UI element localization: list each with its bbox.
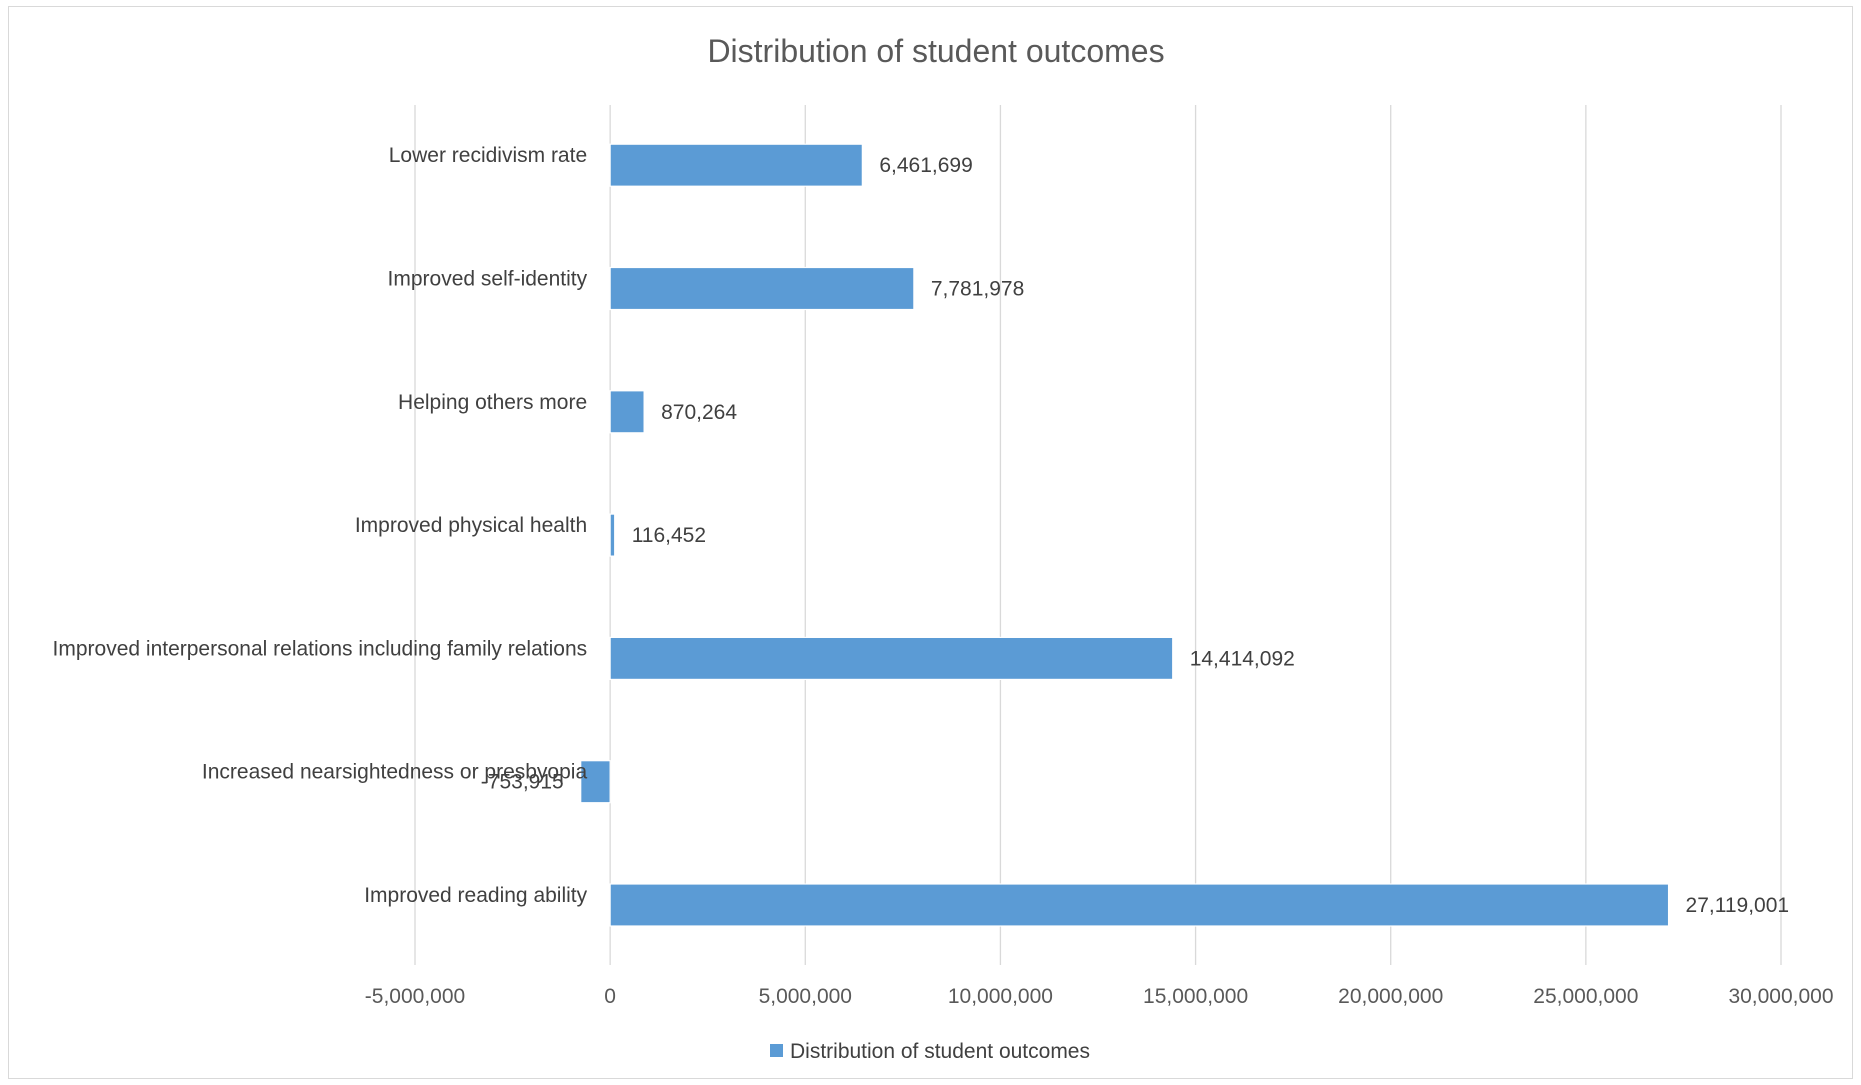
x-tick-label: 20,000,000 bbox=[1338, 985, 1443, 1008]
x-tick-label: 25,000,000 bbox=[1533, 985, 1638, 1008]
bar bbox=[609, 266, 915, 311]
category-label: Improved reading ability bbox=[364, 884, 587, 907]
x-tick-label: 5,000,000 bbox=[759, 985, 852, 1008]
gridlines bbox=[414, 105, 1782, 965]
x-tick-label: 30,000,000 bbox=[1728, 985, 1833, 1008]
category-label: Improved interpersonal relations includi… bbox=[53, 637, 588, 660]
bar bbox=[609, 883, 1670, 927]
bar bbox=[609, 390, 645, 434]
bar bbox=[609, 636, 1174, 681]
category-label: Improved self-identity bbox=[388, 268, 588, 291]
category-label: Improved physical health bbox=[355, 514, 587, 537]
x-tick-label: 0 bbox=[604, 985, 616, 1008]
category-label: Increased nearsightedness or presbyopia bbox=[202, 761, 588, 784]
category-label: Lower recidivism rate bbox=[389, 144, 587, 167]
data-label: -753,915 bbox=[481, 771, 564, 794]
bar bbox=[580, 760, 611, 804]
data-label: 7,781,978 bbox=[931, 278, 1024, 301]
legend: Distribution of student outcomes bbox=[770, 1040, 1090, 1063]
bars bbox=[580, 143, 1670, 927]
x-tick-label: -5,000,000 bbox=[365, 985, 465, 1008]
data-label: 116,452 bbox=[632, 524, 706, 547]
data-label: 870,264 bbox=[661, 401, 737, 424]
x-axis-tick-labels: -5,000,000 0 5,000,000 10,000,000 15,000,000… bbox=[365, 985, 1834, 1008]
data-labels: 27,119,001 -753,915 14,414,092 116,452 870,2… bbox=[481, 154, 1789, 917]
chart-title: Distribution of student outcomes bbox=[707, 33, 1164, 69]
x-tick-label: 15,000,000 bbox=[1143, 985, 1248, 1008]
data-label: 6,461,699 bbox=[879, 154, 972, 177]
x-tick-label: 10,000,000 bbox=[948, 985, 1053, 1008]
bar bbox=[609, 143, 863, 187]
category-labels: Improved reading ability Increased nearsi… bbox=[53, 144, 588, 907]
bar bbox=[609, 513, 616, 557]
legend-label: Distribution of student outcomes bbox=[790, 1040, 1090, 1063]
category-label: Helping others more bbox=[398, 391, 587, 414]
data-label: 27,119,001 bbox=[1686, 894, 1790, 917]
data-label: 14,414,092 bbox=[1190, 647, 1295, 670]
legend-swatch bbox=[770, 1044, 783, 1057]
